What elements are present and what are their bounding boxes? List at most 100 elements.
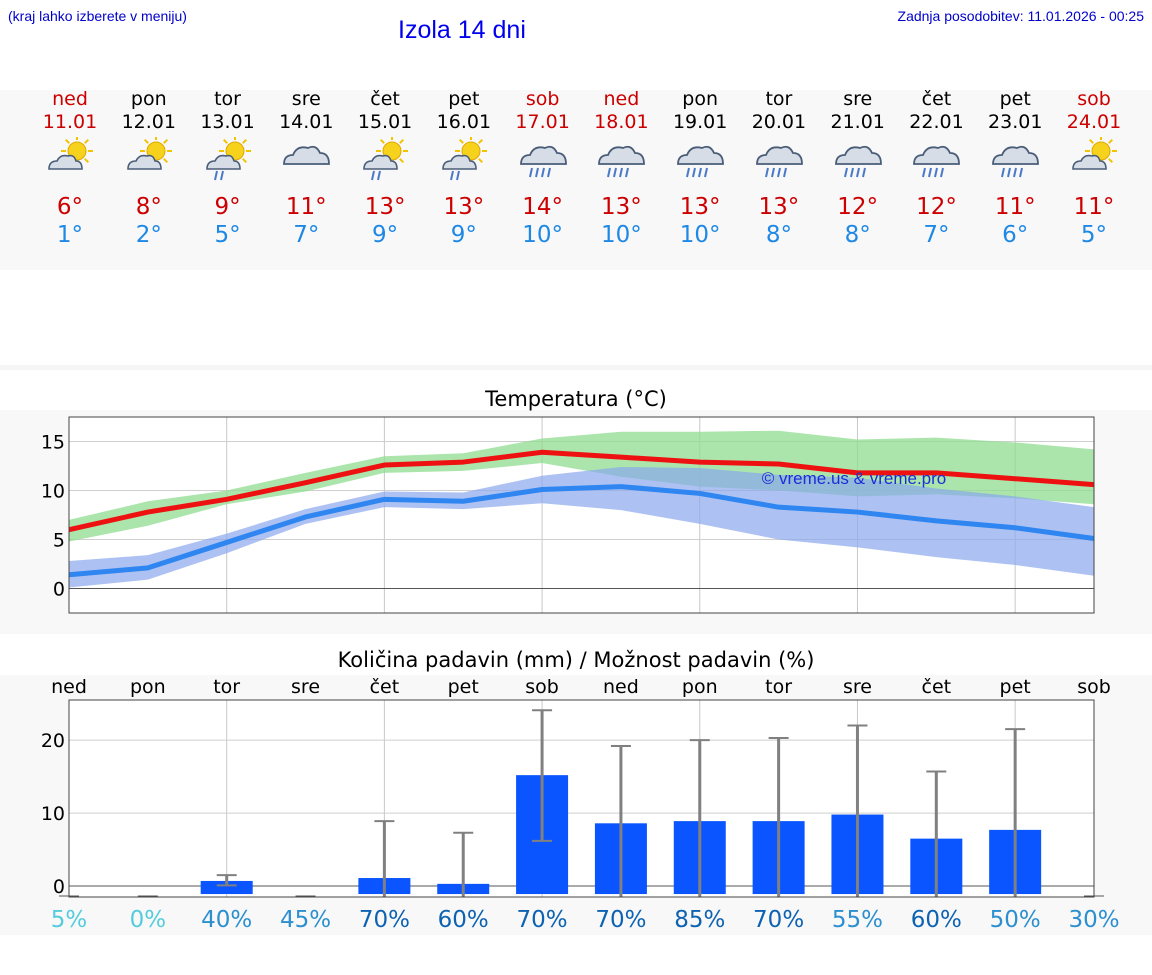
day-date: 12.01 xyxy=(121,111,176,133)
precipitation-probability: 55% xyxy=(832,907,883,933)
series-line-max xyxy=(68,449,1095,533)
day-date: 24.01 xyxy=(1066,111,1122,133)
data-point-min xyxy=(147,567,149,569)
x-tick-label: pon xyxy=(130,676,166,698)
data-point-max xyxy=(383,464,385,466)
precipitation-probability: 50% xyxy=(990,907,1041,933)
day-date: 21.01 xyxy=(830,111,885,133)
data-point-min xyxy=(699,492,701,494)
day-date: 16.01 xyxy=(436,111,492,133)
day-name: sob xyxy=(525,88,560,110)
precipitation-probability: 70% xyxy=(753,907,804,933)
data-point-min xyxy=(620,486,622,488)
day-date: 19.01 xyxy=(672,111,728,133)
series-band-min xyxy=(69,466,1094,588)
sun-cloud-rain-icon xyxy=(363,137,409,181)
x-tick-label: pon xyxy=(682,676,718,698)
precipitation-probability: 45% xyxy=(280,907,331,933)
day-card: sob 24.01 11° 5° xyxy=(1054,88,1134,249)
y-tick-label: 5 xyxy=(53,530,65,552)
partly-cloudy-sun-icon xyxy=(48,137,93,170)
data-point-max xyxy=(541,451,543,453)
data-point-max xyxy=(778,463,780,465)
max-temperature: 8° xyxy=(135,194,162,220)
day-card: ned 18.01 13° 10° xyxy=(581,88,661,249)
day-name: sre xyxy=(291,88,321,110)
rain-cloud-icon xyxy=(913,145,961,178)
rain-cloud-icon xyxy=(519,145,567,178)
sun-cloud-rain-icon xyxy=(205,137,251,181)
day-date: 20.01 xyxy=(751,111,807,133)
day-name: pon xyxy=(682,88,719,110)
x-tick-label: čet xyxy=(370,676,400,698)
x-tick-label: sob xyxy=(525,676,559,698)
location-hint[interactable]: (kraj lahko izberete v meniju) xyxy=(8,8,187,24)
day-date: 14.01 xyxy=(279,111,334,133)
data-point-min xyxy=(462,500,464,502)
max-temperature: 14° xyxy=(522,194,563,220)
day-name: sob xyxy=(1077,88,1111,110)
precipitation-probability: 70% xyxy=(517,907,568,933)
y-tick-label: 10 xyxy=(41,481,65,503)
data-point-min xyxy=(226,541,228,543)
max-temperature: 9° xyxy=(214,194,241,220)
data-point-min xyxy=(305,516,307,518)
day-date: 23.01 xyxy=(988,111,1043,133)
day-name: pon xyxy=(130,88,167,110)
max-temperature: 11° xyxy=(994,194,1036,220)
y-tick-label: 0 xyxy=(53,876,65,898)
day-name: tor xyxy=(765,88,793,110)
min-temperature: 10° xyxy=(522,222,563,248)
day-date: 15.01 xyxy=(357,111,413,133)
day-name: čet xyxy=(921,88,952,110)
precipitation-probability: 0% xyxy=(130,907,167,933)
rain-cloud-icon xyxy=(834,145,882,178)
y-tick-label: 10 xyxy=(41,803,65,825)
x-tick-label: tor xyxy=(765,676,792,698)
partly-cloudy-sun-icon xyxy=(1072,137,1117,170)
day-name: pet xyxy=(999,88,1031,110)
min-temperature: 6° xyxy=(1002,222,1029,248)
precipitation-probability: 60% xyxy=(438,907,489,933)
data-point-max xyxy=(620,456,622,458)
max-temperature: 13° xyxy=(600,194,642,220)
min-temperature: 10° xyxy=(600,222,642,248)
precipitation-bar xyxy=(200,880,253,895)
data-point-max xyxy=(462,461,464,463)
day-card: pon 19.01 13° 10° xyxy=(660,88,740,249)
day-date: 18.01 xyxy=(594,111,649,133)
max-temperature: 12° xyxy=(916,194,957,220)
x-tick-label: sre xyxy=(291,676,320,698)
rain-cloud-icon xyxy=(677,145,725,178)
min-temperature: 5° xyxy=(1080,222,1108,248)
precipitation-probability: 70% xyxy=(595,907,646,933)
min-temperature: 7° xyxy=(923,222,950,248)
day-date: 13.01 xyxy=(200,111,255,133)
day-name: čet xyxy=(370,88,400,110)
max-temperature: 6° xyxy=(56,194,84,220)
partly-cloudy-sun-icon xyxy=(126,137,172,170)
min-temperature: 9° xyxy=(450,222,477,248)
day-card: pon 12.01 8° 2° xyxy=(109,88,189,249)
data-point-min xyxy=(856,511,858,513)
max-temperature: 12° xyxy=(837,194,879,220)
rain-cloud-icon xyxy=(598,145,646,178)
series-band-max xyxy=(69,430,1094,542)
data-point-max xyxy=(699,461,701,463)
max-temperature: 13° xyxy=(679,194,721,220)
data-point-max xyxy=(226,498,228,500)
data-point-min xyxy=(541,489,543,491)
day-name: tor xyxy=(214,88,241,110)
day-card: sre 21.01 12° 8° xyxy=(818,88,898,249)
min-temperature: 5° xyxy=(214,222,241,248)
day-card: sob 17.01 14° 10° xyxy=(503,88,583,249)
x-tick-label: pet xyxy=(448,676,479,698)
data-point-min xyxy=(778,506,780,508)
daily-forecast-band xyxy=(0,90,1152,270)
day-card: tor 20.01 13° 8° xyxy=(739,88,819,249)
precipitation-probability: 30% xyxy=(1068,907,1119,933)
x-tick-label: pet xyxy=(1000,676,1031,698)
day-card: pet 23.01 11° 6° xyxy=(975,88,1055,249)
y-tick-label: 15 xyxy=(41,432,65,454)
